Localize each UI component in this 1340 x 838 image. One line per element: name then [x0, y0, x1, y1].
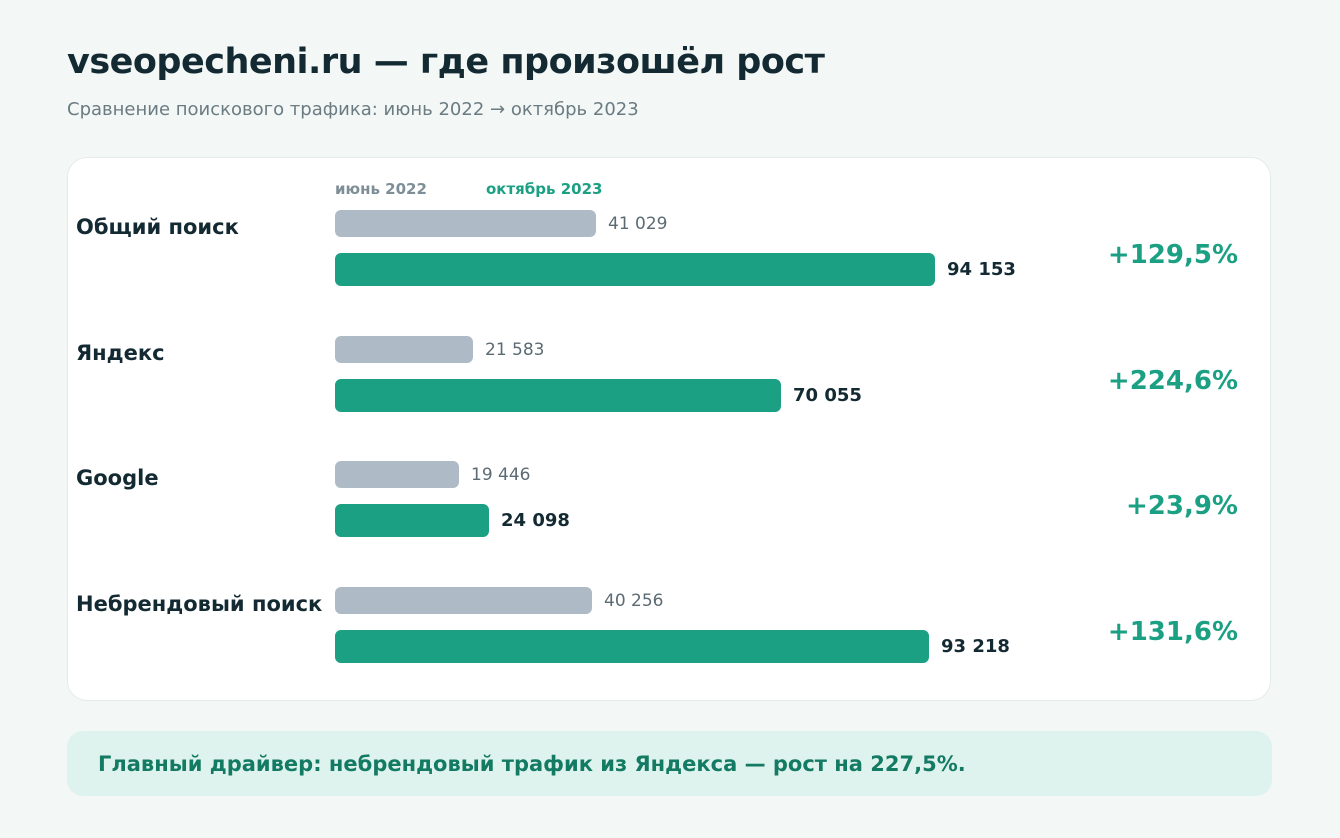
growth-percent: +129,5%	[1107, 240, 1238, 270]
growth-percent: +131,6%	[1107, 617, 1238, 648]
growth-percent: +23,9%	[1126, 491, 1238, 522]
page-subtitle: Сравнение поискового трафика: июнь 2022 …	[67, 99, 639, 120]
page-title: vseopecheni.ru — где произошёл рост	[67, 42, 825, 82]
value-label-june-2022: 21 583	[485, 339, 545, 360]
value-label-june-2022: 40 256	[604, 591, 664, 612]
insight-note: Главный драйвер: небрендовый трафик из Я…	[67, 731, 1272, 796]
growth-percent: +224,6%	[1107, 365, 1238, 396]
row-label: Google	[76, 466, 159, 491]
value-label-october-2023: 24 098	[501, 510, 570, 532]
value-label-june-2022: 19 446	[471, 465, 531, 486]
value-label-october-2023: 94 153	[947, 259, 1016, 280]
bar-june-2022	[335, 461, 459, 489]
legend-item-june-2022: июнь 2022	[335, 180, 427, 198]
bar-june-2022	[335, 587, 592, 615]
row-label: Яндекс	[76, 340, 165, 365]
value-label-october-2023: 70 055	[793, 384, 862, 406]
bar-october-2023	[335, 253, 935, 286]
value-label-june-2022: 41 029	[608, 214, 668, 234]
row-label: Общий поиск	[76, 215, 239, 239]
insight-note-text: Главный драйвер: небрендовый трафик из Я…	[98, 751, 966, 776]
chart-card	[67, 157, 1271, 701]
bar-june-2022	[335, 335, 473, 363]
bar-october-2023	[335, 378, 781, 412]
bar-october-2023	[335, 630, 929, 664]
bar-june-2022	[335, 210, 596, 237]
value-label-october-2023: 93 218	[941, 636, 1010, 658]
bar-october-2023	[335, 504, 489, 538]
legend-item-october-2023: октябрь 2023	[486, 180, 603, 198]
row-label: Небрендовый поиск	[76, 592, 323, 617]
